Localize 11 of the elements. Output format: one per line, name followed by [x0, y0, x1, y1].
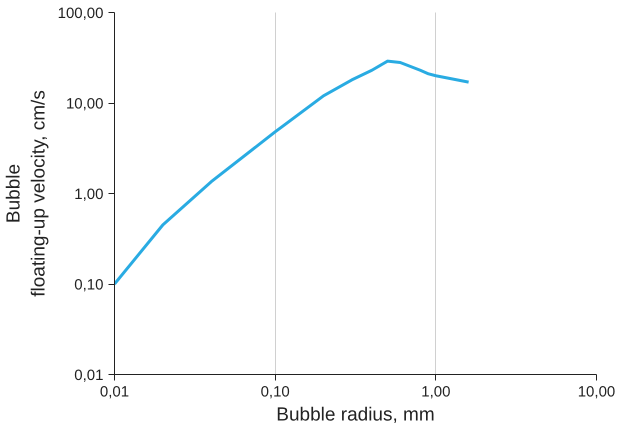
x-tick-label: 0,10 [260, 384, 290, 400]
x-axis-title: Bubble radius, mm [276, 404, 435, 426]
x-tick-label: 0,01 [100, 384, 130, 400]
y-tick-label: 0,01 [74, 367, 104, 384]
y-tick-label: 10,00 [66, 96, 104, 112]
y-tick-label: 0,10 [74, 276, 104, 294]
y-axis-title: Bubble floating-up velocity, cm/s [3, 90, 50, 297]
y-tick-label: 100,00 [58, 5, 104, 22]
y-tick-label: 1,00 [74, 186, 104, 203]
x-tick-label: 1,00 [421, 384, 450, 400]
x-tick-label: 10,00 [578, 384, 616, 400]
